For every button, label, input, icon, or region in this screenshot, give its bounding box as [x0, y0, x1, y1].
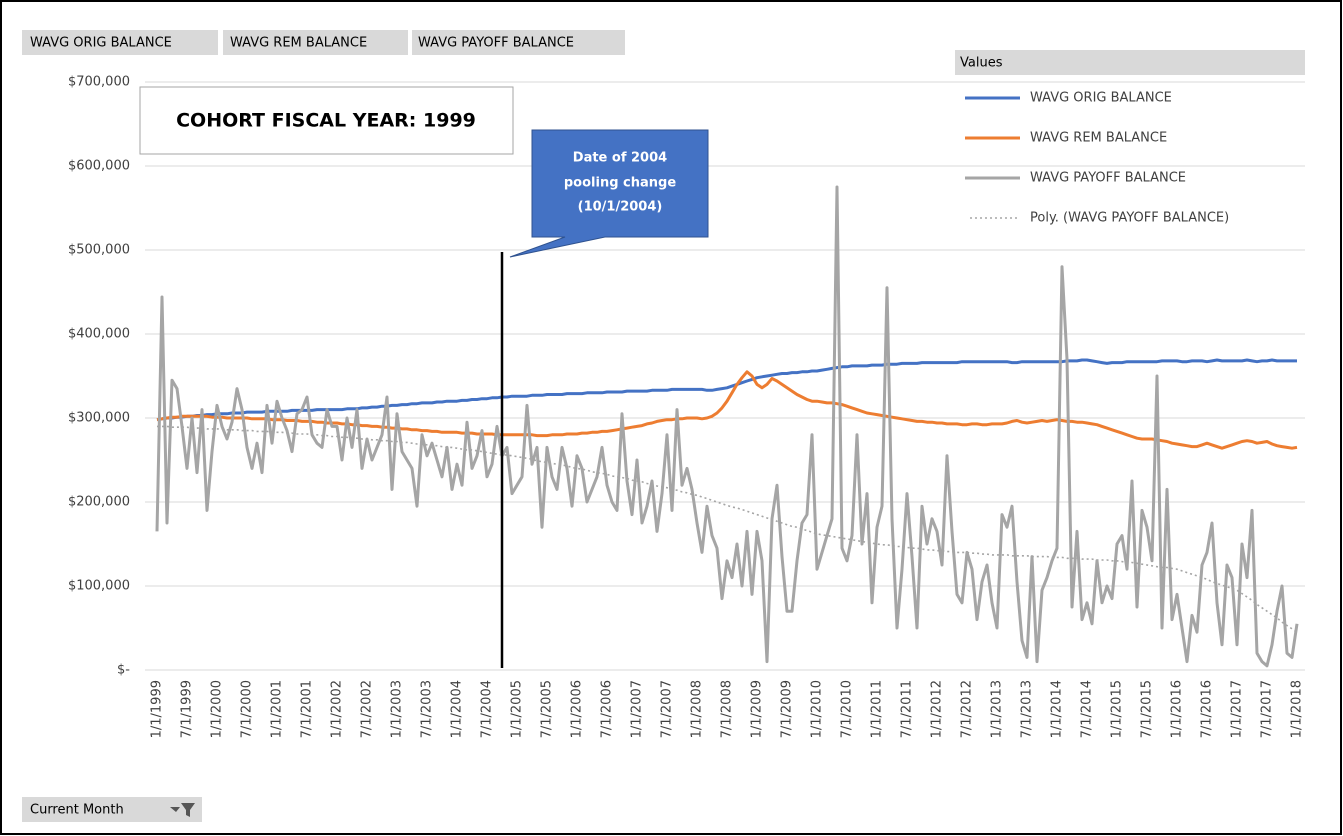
- field-button-label[interactable]: WAVG PAYOFF BALANCE: [418, 36, 574, 51]
- series-line: [157, 425, 1298, 633]
- series-line: [155, 185, 1299, 668]
- x-tick-label: 7/1/2007: [660, 680, 675, 738]
- legend-title: Values: [960, 56, 1003, 71]
- x-tick-label: 7/1/2002: [360, 680, 375, 738]
- x-tick-label: 7/1/2013: [1020, 680, 1035, 738]
- field-button-label[interactable]: WAVG ORIG BALANCE: [30, 36, 172, 51]
- x-tick-label: 1/1/2013: [990, 680, 1005, 738]
- y-tick-label: $600,000: [68, 159, 130, 174]
- x-tick-label: 7/1/2009: [780, 680, 795, 738]
- x-tick-label: 1/1/2016: [1170, 680, 1185, 738]
- legend-label: WAVG PAYOFF BALANCE: [1030, 171, 1186, 186]
- x-tick-label: 7/1/2015: [1140, 680, 1155, 738]
- legend: Values WAVG ORIG BALANCE WAVG REM BALANCE W…: [955, 50, 1305, 226]
- y-tick-label: $300,000: [68, 411, 130, 426]
- x-tick-label: 1/1/2014: [1050, 680, 1065, 738]
- x-tick-label: 1/1/2012: [930, 680, 945, 738]
- x-tick-label: 7/1/2008: [720, 680, 735, 738]
- x-tick-label: 1/1/2009: [750, 680, 765, 738]
- annotation-text: COHORT FISCAL YEAR: 1999: [176, 110, 476, 132]
- field-buttons: WAVG ORIG BALANCE WAVG REM BALANCE WAVG …: [22, 30, 625, 55]
- x-tick-label: 1/1/2015: [1110, 680, 1125, 738]
- cohort-box: COHORT FISCAL YEAR: 1999: [139, 86, 514, 155]
- x-tick-label: 7/1/2005: [540, 680, 555, 738]
- x-tick-label: 1/1/2000: [210, 680, 225, 738]
- x-tick-label: 7/1/2004: [480, 680, 495, 738]
- y-tick-label: $700,000: [68, 75, 130, 90]
- x-tick-label: 7/1/2010: [840, 680, 855, 738]
- plot-area: $- $100,000 $200,000 $300,000 $400,000 $500,0…: [68, 75, 1305, 738]
- x-tick-label: 1/1/2006: [570, 680, 585, 738]
- x-tick-label: 1/1/2003: [390, 680, 405, 738]
- x-tick-label: 1/1/2017: [1230, 680, 1245, 738]
- y-tick-label: $-: [117, 663, 130, 678]
- dropdown-arrow: [170, 807, 180, 812]
- filter-icon: [181, 803, 195, 817]
- filter-button-group: Current Month: [22, 797, 202, 822]
- x-tick-label: 7/1/2016: [1200, 680, 1215, 738]
- legend-label: Poly. (WAVG PAYOFF BALANCE): [1030, 211, 1229, 226]
- callout: Date of 2004 pooling change (10/1/2004): [509, 129, 709, 258]
- x-tick-label: 7/1/2006: [600, 680, 615, 738]
- field-button[interactable]: [412, 30, 625, 55]
- y-tick-label: $200,000: [68, 495, 130, 510]
- callout-text: (10/1/2004): [578, 200, 663, 215]
- callout-text: Date of 2004: [573, 151, 667, 166]
- legend-label: WAVG REM BALANCE: [1030, 131, 1167, 146]
- x-tick-label: 1/1/2001: [270, 680, 285, 738]
- legend-header: [955, 50, 1305, 75]
- field-button[interactable]: [223, 30, 408, 55]
- field-button-label[interactable]: WAVG REM BALANCE: [230, 36, 367, 51]
- x-tick-label: 1/1/2005: [510, 680, 525, 738]
- callout-text: pooling change: [564, 176, 676, 191]
- filter-button[interactable]: [22, 797, 202, 822]
- legend-label: WAVG ORIG BALANCE: [1030, 91, 1172, 106]
- filter-button-label[interactable]: Current Month: [30, 803, 124, 818]
- field-button[interactable]: [22, 30, 218, 55]
- x-tick-label: 1/1/2018: [1290, 680, 1305, 738]
- callout-shape: [509, 129, 709, 258]
- x-tick-label: 1/1/2002: [330, 680, 345, 738]
- x-tick-label: 7/1/2011: [900, 680, 915, 738]
- x-tick-label: 1/1/2007: [630, 680, 645, 738]
- x-tick-label: 1/1/2004: [450, 680, 465, 738]
- x-tick-label: 7/1/2017: [1260, 680, 1275, 738]
- annotation-box: [139, 86, 514, 155]
- x-tick-label: 7/1/2014: [1080, 680, 1095, 738]
- y-tick-label: $500,000: [68, 243, 130, 258]
- x-tick-label: 1/1/1999: [150, 680, 165, 738]
- y-tick-label: $400,000: [68, 327, 130, 342]
- x-tick-label: 1/1/2011: [870, 680, 885, 738]
- x-tick-label: 1/1/2010: [810, 680, 825, 738]
- x-tick-label: 7/1/2012: [960, 680, 975, 738]
- x-tick-label: 1/1/2008: [690, 680, 705, 738]
- x-tick-label: 7/1/1999: [180, 680, 195, 738]
- series-line: [156, 358, 1297, 422]
- x-tick-label: 7/1/2001: [300, 680, 315, 738]
- x-tick-label: 7/1/2003: [420, 680, 435, 738]
- y-tick-label: $100,000: [68, 579, 130, 594]
- x-tick-label: 7/1/2000: [240, 680, 255, 738]
